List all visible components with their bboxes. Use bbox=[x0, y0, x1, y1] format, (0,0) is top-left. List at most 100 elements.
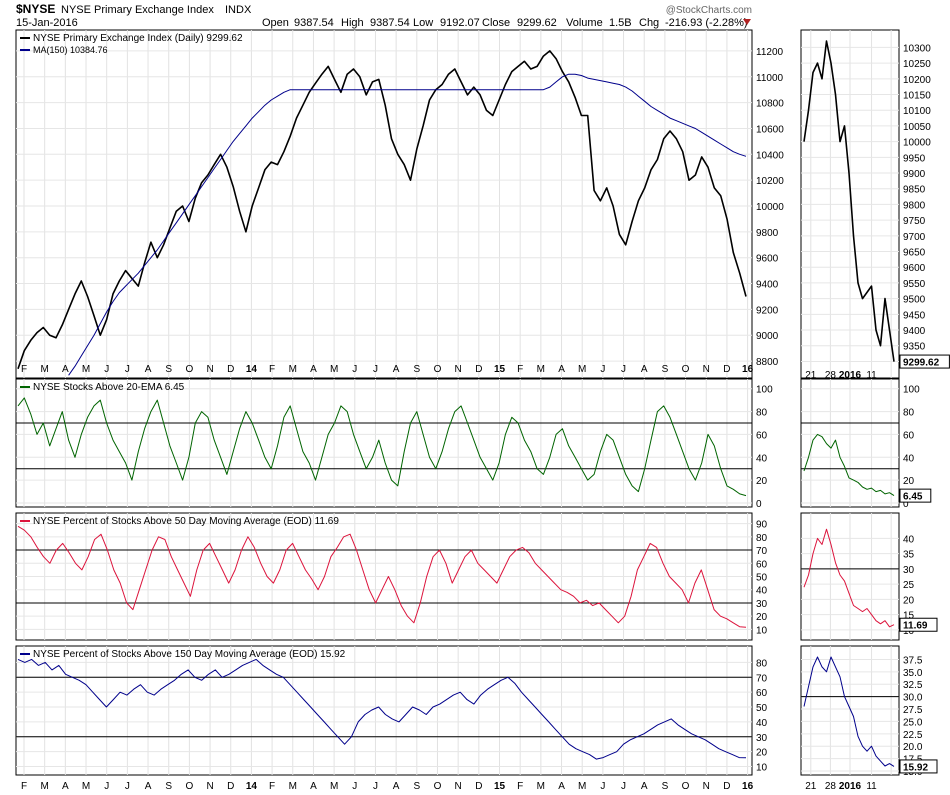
zoom-y-tick-label: 9600 bbox=[903, 263, 926, 274]
x-tick-label: A bbox=[393, 364, 400, 375]
y-tick-label: 10600 bbox=[756, 124, 784, 135]
y-tick-label: 10400 bbox=[756, 150, 784, 161]
zoom-series-line bbox=[803, 433, 895, 497]
y-tick-label: 20 bbox=[756, 476, 768, 487]
x-tick-label: J bbox=[373, 364, 378, 375]
x-tick-label-bottom: D bbox=[227, 781, 234, 792]
exchange: INDX bbox=[225, 4, 252, 16]
zoom-y-tick-label: 9650 bbox=[903, 248, 926, 259]
x-tick-label-bottom: M bbox=[289, 781, 297, 792]
chg-label: Chg bbox=[639, 17, 659, 29]
legend-label: NYSE Primary Exchange Index (Daily) 9299… bbox=[33, 33, 243, 44]
x-tick-label-bottom: J bbox=[125, 781, 130, 792]
zoom-y-tick-label: 20 bbox=[903, 476, 915, 487]
y-tick-label: 70 bbox=[756, 546, 768, 557]
zoom-y-tick-label: 9400 bbox=[903, 326, 926, 337]
x-tick-label: 15 bbox=[494, 364, 506, 375]
y-tick-label: 30 bbox=[756, 733, 768, 744]
y-tick-label: 9200 bbox=[756, 305, 779, 316]
series-line-ma bbox=[68, 73, 747, 376]
zoom-y-tick-label: 35.0 bbox=[903, 668, 923, 679]
last-value-label: 11.69 bbox=[903, 621, 928, 632]
index-name: NYSE Primary Exchange Index bbox=[61, 4, 214, 16]
panel-frame bbox=[15, 378, 753, 508]
x-tick-label: F bbox=[21, 364, 27, 375]
last-value-label: 6.45 bbox=[903, 492, 923, 503]
y-tick-label: 50 bbox=[756, 573, 768, 584]
zoom-y-tick-label: 25.0 bbox=[903, 717, 923, 728]
volume-label: Volume bbox=[566, 17, 603, 29]
series-line-ema bbox=[17, 397, 747, 497]
y-tick-label: 60 bbox=[756, 430, 768, 441]
zoom-x-tick-label-bottom: 2016 bbox=[839, 781, 862, 792]
x-tick-label-bottom: J bbox=[621, 781, 626, 792]
zoom-y-tick-label: 15 bbox=[903, 611, 915, 622]
panel-3: 102030405060708015.017.520.022.525.027.5… bbox=[15, 645, 938, 778]
zoom-y-tick-label: 9950 bbox=[903, 153, 926, 164]
x-tick-label: F bbox=[517, 364, 523, 375]
x-tick-label-bottom: F bbox=[517, 781, 523, 792]
zoom-x-tick-label: 11 bbox=[866, 370, 877, 381]
y-tick-label: 8800 bbox=[756, 357, 779, 368]
x-tick-label-bottom: D bbox=[475, 781, 482, 792]
zoom-y-tick-label: 30 bbox=[903, 565, 915, 576]
x-tick-label: M bbox=[537, 364, 545, 375]
y-tick-label: 40 bbox=[756, 586, 768, 597]
legend-label: NYSE Stocks Above 20-EMA 6.45 bbox=[33, 382, 185, 393]
zoom-x-tick-label-bottom: 11 bbox=[866, 781, 877, 792]
close-value: 9299.62 bbox=[517, 17, 557, 29]
x-tick-label: M bbox=[289, 364, 297, 375]
x-tick-label-bottom: O bbox=[434, 781, 442, 792]
x-tick-label: J bbox=[125, 364, 130, 375]
x-tick-label-bottom: N bbox=[455, 781, 462, 792]
y-tick-label: 40 bbox=[756, 718, 768, 729]
legend-label: MA(150) 10384.76 bbox=[33, 45, 108, 55]
x-tick-label-bottom: J bbox=[373, 781, 378, 792]
x-tick-label-bottom: 15 bbox=[494, 781, 506, 792]
y-tick-label: 60 bbox=[756, 559, 768, 570]
x-tick-label-bottom: O bbox=[186, 781, 194, 792]
volume-value: 1.5B bbox=[609, 17, 632, 29]
high-label: High bbox=[341, 17, 364, 29]
x-tick-label: D bbox=[227, 364, 234, 375]
zoom-x-tick-label-bottom: 21 bbox=[805, 781, 817, 792]
y-tick-label: 20 bbox=[756, 612, 768, 623]
open-label: Open bbox=[262, 17, 289, 29]
x-tick-label: A bbox=[310, 364, 317, 375]
last-value-box bbox=[899, 617, 938, 632]
high-value: 9387.54 bbox=[370, 17, 410, 29]
x-tick-label-bottom: M bbox=[82, 781, 90, 792]
zoom-y-tick-label: 9450 bbox=[903, 310, 926, 321]
open-value: 9387.54 bbox=[294, 17, 334, 29]
y-tick-label: 10 bbox=[756, 625, 768, 636]
x-tick-label-bottom: 14 bbox=[246, 781, 258, 792]
x-tick-label-bottom: A bbox=[62, 781, 69, 792]
date: 15-Jan-2016 bbox=[16, 17, 78, 29]
x-tick-label: 16 bbox=[742, 364, 754, 375]
zoom-y-tick-label: 35 bbox=[903, 550, 915, 561]
x-tick-label-bottom: M bbox=[330, 781, 338, 792]
x-tick-label: M bbox=[578, 364, 586, 375]
y-tick-label: 70 bbox=[756, 673, 768, 684]
x-tick-label: D bbox=[475, 364, 482, 375]
y-tick-label: 100 bbox=[756, 385, 773, 396]
y-tick-label: 20 bbox=[756, 748, 768, 759]
x-tick-label: A bbox=[62, 364, 69, 375]
panel-0: 8800 9000 9200 9400 9600 9800 10000 10200 10400 1… bbox=[15, 29, 950, 379]
legend-label: NYSE Percent of Stocks Above 150 Day Mov… bbox=[33, 649, 346, 660]
zoom-series-line bbox=[803, 40, 895, 362]
series-line-price bbox=[17, 50, 747, 370]
zoom-y-tick-label: 10050 bbox=[903, 122, 931, 133]
zoom-y-tick-label: 32.5 bbox=[903, 680, 923, 691]
x-tick-label: S bbox=[413, 364, 420, 375]
x-tick-label-bottom: F bbox=[21, 781, 27, 792]
x-tick-label: J bbox=[621, 364, 626, 375]
zoom-y-tick-label: 40 bbox=[903, 534, 915, 545]
zoom-y-tick-label: 10200 bbox=[903, 75, 931, 86]
zoom-y-tick-label: 37.5 bbox=[903, 655, 923, 666]
x-tick-label-bottom: A bbox=[145, 781, 152, 792]
y-tick-label: 10 bbox=[756, 763, 768, 774]
x-tick-label-bottom: A bbox=[393, 781, 400, 792]
zoom-y-tick-label: 30.0 bbox=[903, 693, 923, 704]
